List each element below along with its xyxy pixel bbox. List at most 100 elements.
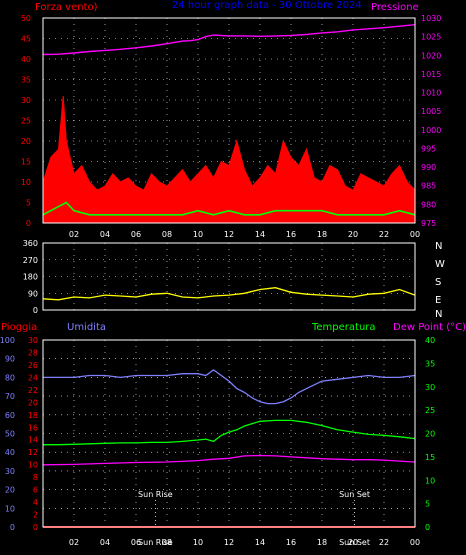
humidity-y-tick-label: 70: [5, 392, 15, 401]
wind-x-tick-label: 14: [255, 230, 265, 239]
humidity-y-tick-label: 40: [5, 448, 15, 457]
compass-n-top: N: [435, 241, 442, 252]
wind-y-tick-label: 15: [21, 158, 31, 167]
pressure-y-tick-label: 1030: [421, 14, 441, 23]
humidity-y-tick-label: 10: [5, 504, 15, 513]
dir-y-tick-label: 270: [23, 256, 38, 265]
pressure-y-tick-label: 980: [421, 200, 436, 209]
temperature-y-tick-label: 40: [425, 336, 435, 345]
rain-y-tick-label: 26: [28, 361, 38, 370]
rain-y-tick-label: 30: [28, 336, 38, 345]
wind-x-tick-label: 04: [100, 230, 110, 239]
temperature-y-tick-label: 25: [425, 406, 435, 415]
wind-y-tick-label: 0: [26, 219, 31, 228]
temperature-axis-title: Temperatura: [311, 322, 376, 333]
temperature-y-tick-label: 15: [425, 453, 435, 462]
wind-axis-title: Forza vento): [35, 2, 98, 13]
humidity-y-tick-label: 100: [0, 336, 15, 345]
dewpoint-axis-title: Dew Point (°C): [393, 322, 466, 333]
sunrise-label: Sun Rise: [138, 490, 173, 499]
climate-x-tick-label: 16: [286, 538, 296, 547]
pressure-y-tick-label: 1010: [421, 89, 441, 98]
wind-y-tick-label: 25: [21, 117, 31, 126]
wind-x-tick-label: 00: [410, 230, 420, 239]
pressure-y-tick-label: 1025: [421, 33, 441, 42]
rain-y-tick-label: 18: [28, 411, 38, 420]
temperature-line: [43, 419, 416, 446]
climate-x-tick-label: 12: [224, 538, 234, 547]
rain-y-tick-label: 4: [33, 498, 38, 507]
wind-y-tick-label: 40: [21, 55, 31, 64]
rain-axis-title: Pioggia: [1, 322, 37, 333]
pressure-y-tick-label: 1020: [421, 51, 441, 60]
pressure-y-tick-label: 975: [421, 219, 436, 228]
chart-title: 24 hour graph data - 30 Ottobre 2024: [172, 0, 362, 11]
humidity-y-tick-label: 20: [5, 486, 15, 495]
dir-y-tick-label: 360: [23, 239, 38, 248]
humidity-y-tick-label: 0: [10, 523, 15, 532]
wind-y-tick-label: 30: [21, 96, 31, 105]
plot-layer: 0510152025303540455097598098599099510001…: [0, 14, 441, 547]
pressure-y-tick-label: 1015: [421, 70, 441, 79]
climate-x-tick-label: 18: [317, 538, 327, 547]
humidity-y-tick-label: 30: [5, 467, 15, 476]
climate-x-tick-label: 14: [255, 538, 265, 547]
wind-x-tick-label: 12: [224, 230, 234, 239]
wind-y-tick-label: 10: [21, 178, 31, 187]
wind-direction-line: [42, 287, 416, 301]
dir-y-tick-label: 180: [23, 273, 38, 282]
climate-x-tick-label: 20: [348, 538, 358, 547]
wind-x-tick-label: 02: [69, 230, 79, 239]
temperature-y-tick-label: 20: [425, 430, 435, 439]
climate-x-tick-label: 00: [410, 538, 420, 547]
rain-y-tick-label: 12: [28, 448, 38, 457]
wind-speed-area: [42, 95, 416, 224]
wind-x-tick-label: 20: [348, 230, 358, 239]
rain-y-tick-label: 20: [28, 398, 38, 407]
climate-x-tick-sunset: Sun Set: [339, 538, 370, 547]
pressure-y-tick-label: 990: [421, 163, 436, 172]
dir-y-tick-label: 0: [33, 306, 38, 315]
dir-y-tick-label: 90: [28, 289, 38, 298]
pressure-y-tick-label: 1005: [421, 107, 441, 116]
rain-y-tick-label: 2: [33, 511, 38, 520]
wind-y-tick-label: 20: [21, 137, 31, 146]
pressure-y-tick-label: 995: [421, 144, 436, 153]
pressure-line: [42, 24, 416, 56]
rain-y-tick-label: 16: [28, 423, 38, 432]
dir-panel-frame: [42, 242, 416, 311]
wind-y-tick-label: 45: [21, 35, 31, 44]
rain-y-tick-label: 6: [33, 486, 38, 495]
pressure-y-tick-label: 985: [421, 182, 436, 191]
pressure-y-tick-label: 1000: [421, 126, 441, 135]
climate-x-tick-label: 02: [69, 538, 79, 547]
rain-y-tick-label: 14: [28, 436, 38, 445]
temperature-y-tick-label: 35: [425, 359, 435, 368]
climate-x-tick-label: 22: [379, 538, 389, 547]
climate-x-tick-label: 10: [193, 538, 203, 547]
humidity-y-tick-label: 90: [5, 355, 15, 364]
wind-x-tick-label: 22: [379, 230, 389, 239]
wind-y-tick-label: 50: [21, 14, 31, 23]
wind-x-tick-label: 08: [162, 230, 172, 239]
temperature-y-tick-label: 30: [425, 383, 435, 392]
wind-panel-frame: [42, 17, 416, 224]
humidity-y-tick-label: 60: [5, 411, 15, 420]
wind-avg-line: [42, 201, 416, 216]
rain-y-tick-label: 10: [28, 461, 38, 470]
climate-x-tick-label: 08: [162, 538, 172, 547]
rain-y-tick-label: 8: [33, 473, 38, 482]
wind-y-tick-label: 35: [21, 76, 31, 85]
humidity-y-tick-label: 80: [5, 373, 15, 382]
compass-n-bottom: N: [435, 309, 442, 320]
temperature-y-tick-label: 0: [425, 523, 430, 532]
wind-x-tick-label: 16: [286, 230, 296, 239]
wind-y-tick-label: 5: [26, 199, 31, 208]
wind-x-tick-label: 18: [317, 230, 327, 239]
rain-y-tick-label: 24: [28, 373, 38, 382]
pressure-axis-title: Pressione: [371, 2, 419, 13]
rain-y-tick-label: 22: [28, 386, 38, 395]
temperature-y-tick-label: 10: [425, 476, 435, 485]
climate-panel-frame: [42, 339, 416, 528]
